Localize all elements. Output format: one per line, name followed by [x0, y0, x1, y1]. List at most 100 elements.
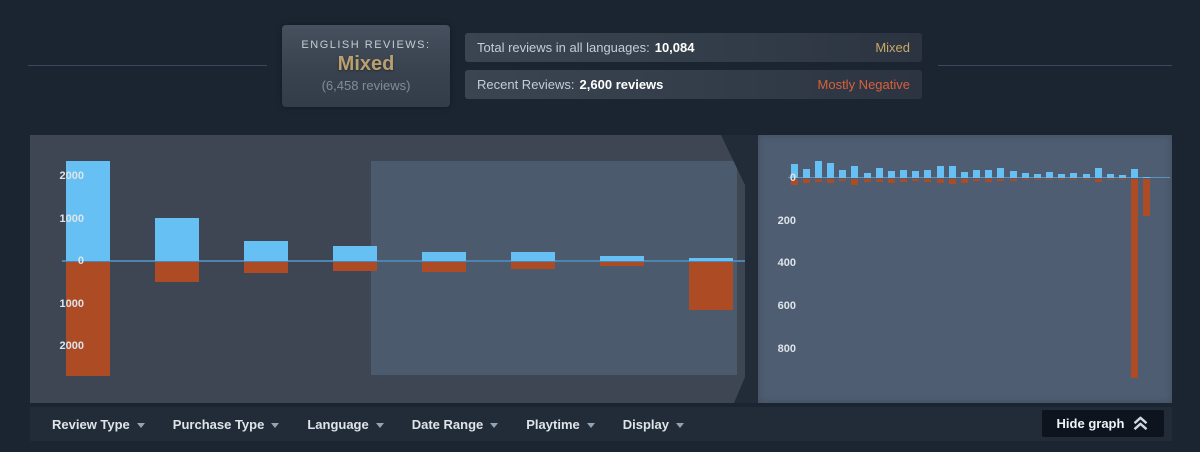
bar-negative — [1082, 179, 1090, 181]
bar-positive — [985, 169, 993, 178]
recent-review-chart[interactable]: 0200400600800Jan 04Jan 07Jan 10Jan 13Jan… — [758, 135, 1172, 403]
bar-negative — [887, 179, 895, 183]
bar-negative — [790, 179, 798, 185]
y-tick-label: 400 — [777, 257, 796, 270]
caret-down-icon — [490, 422, 499, 428]
filter-dropdown-review-type[interactable]: Review Type — [38, 407, 159, 441]
bar-negative — [997, 179, 1005, 182]
bar-positive — [887, 171, 895, 178]
filter-label-language: Language — [307, 416, 369, 432]
bar-positive — [936, 166, 944, 178]
bar-positive — [851, 166, 859, 178]
y-tick-label: 0 — [789, 172, 796, 184]
filter-label-review-type: Review Type — [52, 416, 130, 432]
filter-dropdown-date-range[interactable]: Date Range — [398, 407, 513, 441]
bar-negative — [936, 179, 944, 183]
recent-reviews-rating-badge: Mostly Negative — [817, 77, 910, 92]
bar-positive — [1143, 176, 1151, 178]
bar-negative — [802, 179, 810, 183]
bar-negative — [875, 179, 883, 182]
bar-negative — [422, 262, 466, 272]
filter-dropdown-playtime[interactable]: Playtime — [512, 407, 608, 441]
filter-dropdown-language[interactable]: Language — [293, 407, 397, 441]
total-reviews-value: 10,084 — [654, 40, 695, 55]
caret-down-icon — [586, 422, 595, 428]
bar-positive — [1082, 173, 1090, 178]
bar-positive — [1094, 167, 1102, 178]
bar-negative — [839, 179, 847, 182]
filter-label-purchase-type: Purchase Type — [172, 416, 265, 432]
filter-label-display: Display — [622, 416, 669, 432]
bar-positive — [839, 169, 847, 178]
english-reviews-summary-box: ENGLISH REVIEWS: Mixed (6,458 reviews) — [282, 25, 450, 107]
hide-graph-button[interactable]: Hide graph — [1042, 410, 1164, 437]
bar-positive — [960, 172, 968, 178]
recent-reviews-row: Recent Reviews: 2,600 reviews Mostly Neg… — [465, 70, 922, 99]
total-reviews-rating-badge: Mixed — [875, 40, 910, 55]
bar-negative — [1106, 179, 1114, 181]
hide-graph-label: Hide graph — [1056, 416, 1125, 431]
bar-positive — [1033, 173, 1041, 178]
bar-positive — [948, 165, 956, 178]
bar-negative — [1131, 179, 1139, 378]
bar-negative — [244, 262, 288, 273]
bar-negative — [948, 179, 956, 184]
bar-negative — [863, 179, 871, 182]
bar-negative — [1094, 179, 1102, 182]
total-reviews-label: Total reviews in all languages: — [477, 40, 650, 55]
filter-dropdown-display[interactable]: Display — [609, 407, 698, 441]
bar-negative — [900, 179, 908, 182]
recent-reviews-value: 2,600 reviews — [579, 77, 664, 92]
caret-down-icon — [676, 422, 684, 428]
filter-label-playtime: Playtime — [526, 416, 580, 432]
bar-negative — [155, 262, 199, 282]
bar-positive — [689, 258, 733, 261]
english-reviews-score: Mixed — [337, 53, 395, 75]
bar-positive — [827, 163, 834, 178]
divider-line-left — [28, 65, 267, 66]
bar-positive — [511, 252, 555, 261]
divider-line-right — [938, 65, 1172, 66]
filter-dropdown-purchase-type[interactable]: Purchase Type — [159, 407, 294, 441]
caret-down-icon — [375, 422, 384, 428]
english-reviews-count: (6,458 reviews) — [321, 78, 411, 93]
overall-review-chart[interactable]: 20001000010002000Dec 16Dec 24Jan 01Jan 0… — [30, 135, 745, 403]
total-reviews-row: Total reviews in all languages: 10,084 M… — [465, 33, 922, 62]
bar-positive — [1119, 174, 1127, 178]
bar-negative — [973, 179, 981, 182]
bar-negative — [333, 262, 377, 271]
bar-positive — [600, 256, 644, 261]
bar-positive — [155, 218, 199, 261]
bar-negative — [511, 262, 555, 269]
bar-positive — [790, 163, 798, 178]
y-tick-label: 800 — [777, 342, 796, 355]
bar-positive — [1021, 173, 1029, 178]
bar-negative — [1058, 179, 1066, 181]
bar-negative — [600, 262, 644, 266]
y-tick-label: 600 — [777, 300, 796, 313]
bar-positive — [863, 173, 871, 178]
bar-negative — [1046, 179, 1054, 181]
bar-positive — [422, 252, 466, 261]
bar-positive — [900, 169, 908, 178]
y-tick-label: 2000 — [59, 340, 84, 352]
caret-down-icon — [271, 422, 280, 428]
bar-negative — [924, 179, 932, 182]
bar-negative — [1021, 179, 1029, 181]
bar-positive — [997, 167, 1005, 178]
bar-negative — [1009, 179, 1017, 182]
bar-positive — [973, 170, 981, 178]
double-chevron-up-icon — [1134, 416, 1148, 431]
bar-positive — [66, 161, 110, 261]
bar-negative — [814, 179, 822, 182]
y-tick-label: 1000 — [59, 212, 84, 225]
bar-positive — [1106, 173, 1114, 178]
bar-negative — [1033, 179, 1041, 181]
bar-negative — [960, 179, 968, 183]
bar-positive — [912, 171, 920, 178]
bar-negative — [66, 262, 110, 376]
filter-label-date-range: Date Range — [411, 416, 484, 432]
bar-positive — [924, 169, 932, 178]
bar-positive — [1070, 173, 1078, 178]
english-reviews-label: ENGLISH REVIEWS: — [301, 39, 431, 51]
